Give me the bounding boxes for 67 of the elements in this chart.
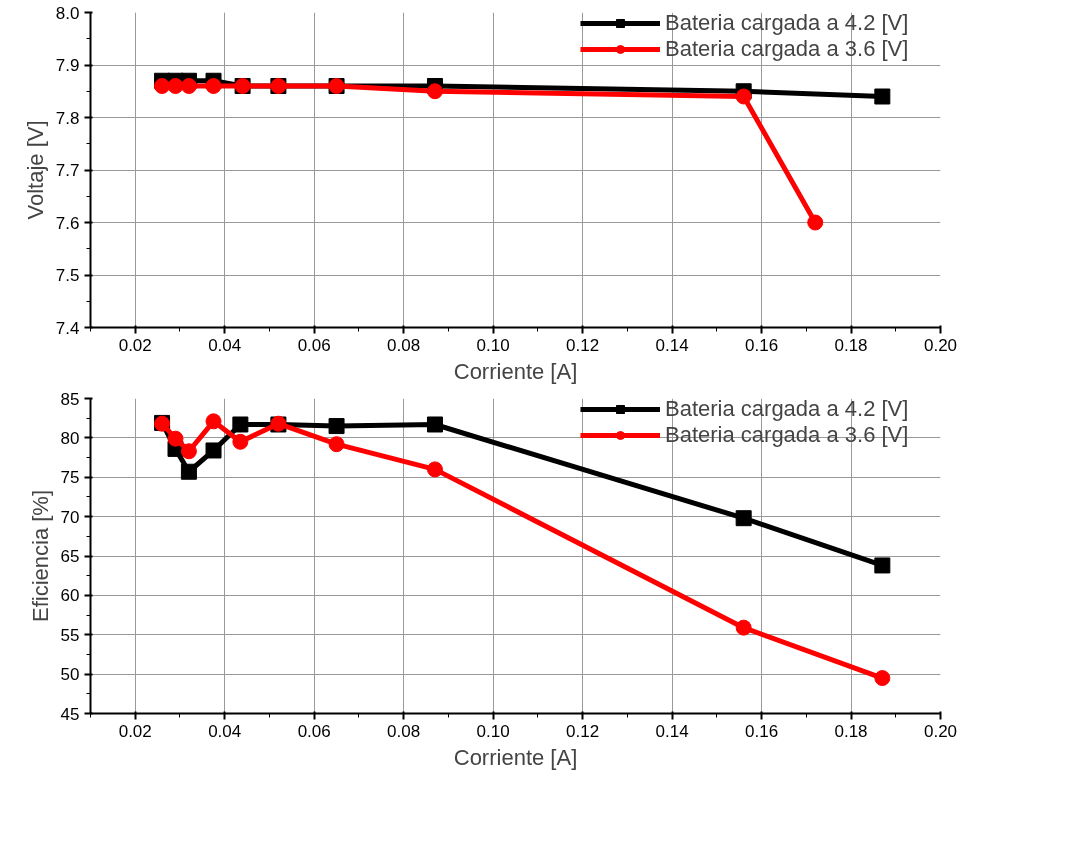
x-axis-title: Corriente [A]: [453, 744, 578, 770]
x-tick-label: 0.16: [745, 335, 779, 355]
x-tick-label: 0.02: [118, 721, 152, 741]
point: [426, 83, 443, 100]
legend-label: Bateria cargada a 3.6 [V]: [665, 36, 909, 62]
point: [328, 418, 345, 435]
x-tick-label: 0.08: [387, 721, 421, 741]
y-tick-label: 45: [60, 704, 80, 724]
x-tick-label: 0.04: [208, 335, 242, 355]
point: [328, 436, 345, 453]
x-tick-label: 0.12: [566, 335, 600, 355]
point: [180, 78, 197, 94]
y-tick-label: 7.6: [55, 213, 80, 233]
x-tick-label: 0.20: [923, 721, 958, 741]
x-axis-title: Corriente [A]: [453, 358, 578, 384]
point: [205, 413, 222, 430]
point: [807, 214, 824, 231]
point: [167, 78, 184, 94]
point: [205, 442, 222, 459]
x-tick-label: 0.06: [297, 721, 331, 741]
y-tick-label: 7.5: [55, 266, 80, 285]
point: [426, 461, 443, 478]
y-tick-label: 7.9: [55, 56, 80, 75]
y-tick-label: 55: [60, 625, 80, 645]
x-tick-label: 0.04: [208, 721, 242, 741]
x-tick-label: 0.02: [118, 335, 152, 355]
y-axis-title: Eficiencia [%]: [27, 489, 53, 623]
y-tick-label: 65: [60, 547, 80, 566]
x-tick-label: 0.18: [834, 335, 868, 355]
y-tick-label: 8.0: [55, 3, 80, 23]
x-tick-label: 0.20: [923, 335, 958, 355]
point: [167, 430, 184, 447]
y-axis-title: Voltaje [V]: [22, 120, 48, 220]
x-tick-label: 0.10: [476, 721, 510, 741]
point: [874, 557, 891, 574]
x-tick-label: 0.12: [566, 721, 600, 741]
x-tick-label: 0.08: [387, 335, 421, 355]
y-tick-label: 70: [60, 507, 80, 527]
y-tick-label: 75: [60, 468, 80, 488]
x-tick-label: 0.06: [297, 335, 331, 355]
x-tick-label: 0.18: [834, 721, 868, 741]
point: [426, 416, 443, 433]
y-tick-label: 85: [60, 389, 80, 409]
point: [735, 88, 752, 105]
x-tick-label: 0.14: [655, 721, 689, 741]
point: [874, 670, 891, 687]
point: [735, 510, 752, 527]
point: [874, 88, 891, 105]
legend-label: Bateria cargada a 3.6 [V]: [665, 422, 909, 448]
point: [180, 463, 197, 480]
x-tick-label: 0.14: [655, 335, 689, 355]
point: [735, 619, 752, 636]
point: [232, 433, 249, 450]
x-tick-label: 0.16: [745, 721, 779, 741]
y-tick-label: 60: [60, 586, 80, 606]
point: [232, 416, 249, 433]
point: [154, 78, 171, 94]
y-tick-label: 7.4: [55, 318, 80, 338]
x-tick-label: 0.10: [476, 335, 510, 355]
point: [205, 78, 222, 94]
y-tick-label: 80: [60, 428, 80, 448]
legend-label: Bateria cargada a 4.2 [V]: [665, 11, 909, 36]
y-tick-label: 50: [60, 665, 80, 685]
y-tick-label: 7.7: [55, 161, 80, 180]
y-tick-label: 7.8: [55, 108, 80, 128]
point: [180, 443, 197, 460]
legend-label: Bateria cargada a 4.2 [V]: [665, 397, 909, 422]
